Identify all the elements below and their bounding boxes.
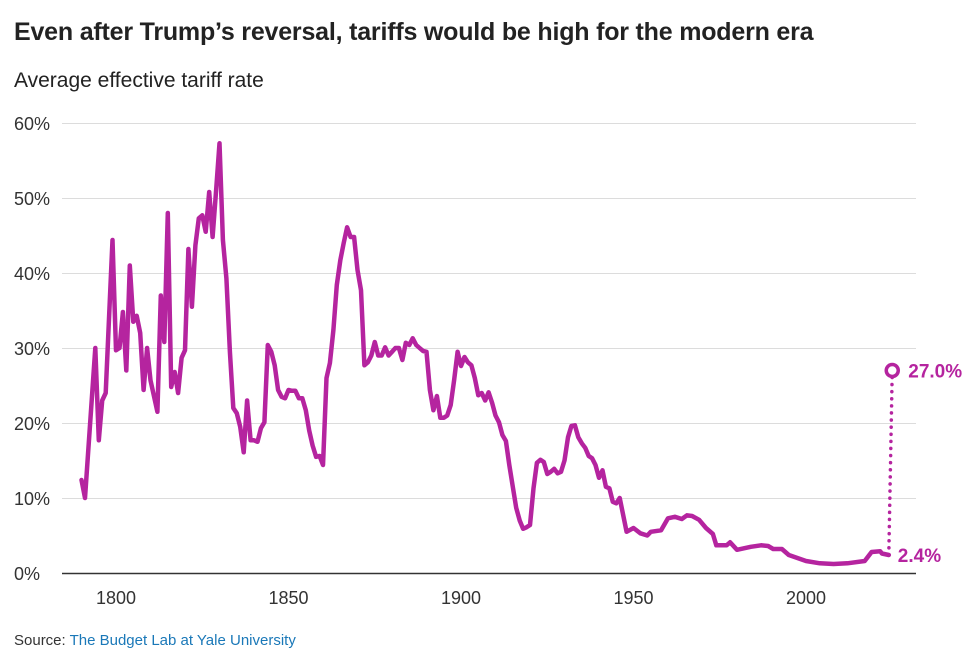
y-axis-ticks: 0% 10% 20% 30% 40% 50% 60%: [14, 114, 50, 584]
source-link[interactable]: The Budget Lab at Yale University: [69, 632, 296, 649]
source-note: Source: The Budget Lab at Yale Universit…: [14, 632, 296, 649]
chart-subtitle: Average effective tariff rate: [14, 69, 264, 92]
y-tick-label: 40%: [14, 264, 50, 284]
source-prefix: Source:: [14, 632, 70, 649]
x-tick-label: 1950: [613, 588, 653, 608]
annotation-current: 2.4%: [898, 546, 941, 567]
x-tick-label: 1850: [268, 588, 308, 608]
projection-marker: [884, 362, 900, 379]
projection-dotted-line: [887, 368, 894, 557]
tariff-rate-line: [79, 141, 892, 567]
x-tick-label: 1800: [96, 588, 136, 608]
y-tick-label: 50%: [14, 189, 50, 209]
x-tick-label: 2000: [786, 588, 826, 608]
y-tick-label: 60%: [14, 114, 50, 134]
annotation-projected: 27.0%: [908, 362, 962, 383]
y-tick-label: 30%: [14, 339, 50, 359]
x-axis-ticks: 1800 1850 1900 1950 2000: [96, 588, 826, 608]
y-tick-label: 0%: [14, 564, 40, 584]
y-tick-label: 10%: [14, 489, 50, 509]
y-tick-label: 20%: [14, 414, 50, 434]
gridlines: [62, 123, 916, 499]
x-tick-label: 1900: [441, 588, 481, 608]
chart-title: Even after Trump’s reversal, tariffs wou…: [14, 18, 814, 46]
